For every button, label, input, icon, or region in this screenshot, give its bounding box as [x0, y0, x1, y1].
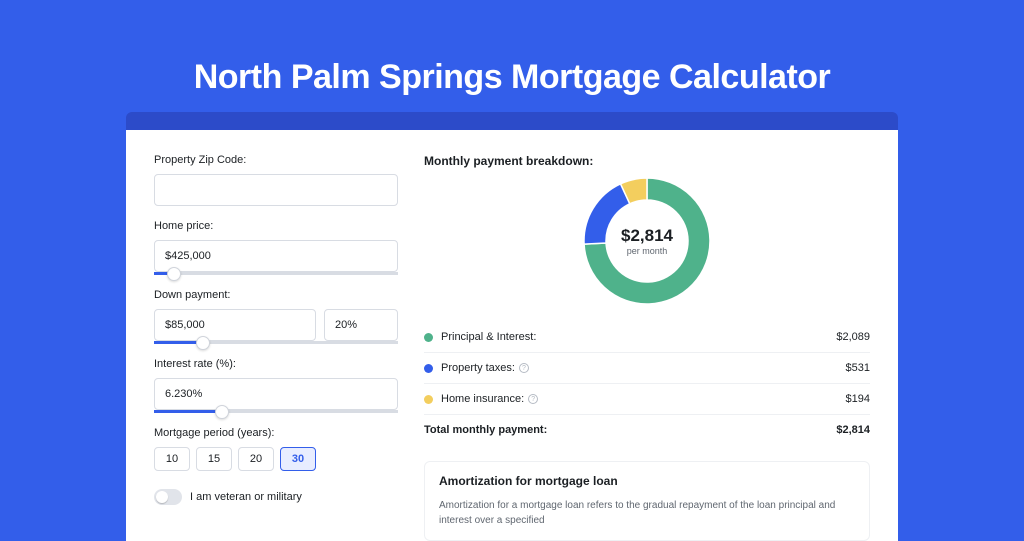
veteran-toggle-row: I am veteran or military: [154, 489, 398, 505]
mortgage-period-field: Mortgage period (years): 10152030: [154, 427, 398, 471]
donut-sub: per month: [627, 246, 668, 256]
home-price-slider-thumb[interactable]: [167, 267, 181, 281]
home-price-slider[interactable]: [154, 272, 398, 275]
down-payment-pct-input[interactable]: [324, 309, 398, 341]
legend-label: Property taxes:?: [441, 362, 846, 374]
home-price-field: Home price:: [154, 220, 398, 275]
legend-value: $531: [846, 362, 870, 374]
legend-dot: [424, 395, 433, 404]
mortgage-period-option-20[interactable]: 20: [238, 447, 274, 471]
donut-chart-wrap: $2,814 per month: [424, 178, 870, 304]
amortization-card: Amortization for mortgage loan Amortizat…: [424, 461, 870, 541]
interest-rate-label: Interest rate (%):: [154, 358, 398, 370]
legend-label: Principal & Interest:: [441, 331, 836, 343]
donut-chart: $2,814 per month: [584, 178, 710, 304]
legend-label: Home insurance:?: [441, 393, 846, 405]
amortization-title: Amortization for mortgage loan: [439, 474, 855, 488]
legend-value: $194: [846, 393, 870, 405]
interest-rate-input[interactable]: [154, 378, 398, 410]
down-payment-slider[interactable]: [154, 341, 398, 344]
interest-rate-field: Interest rate (%):: [154, 358, 398, 413]
interest-rate-slider-thumb[interactable]: [215, 405, 229, 419]
zip-field: Property Zip Code:: [154, 154, 398, 206]
mortgage-period-option-15[interactable]: 15: [196, 447, 232, 471]
amortization-body: Amortization for a mortgage loan refers …: [439, 498, 855, 528]
home-price-label: Home price:: [154, 220, 398, 232]
info-icon[interactable]: ?: [519, 363, 529, 373]
legend-dot: [424, 333, 433, 342]
mortgage-period-option-10[interactable]: 10: [154, 447, 190, 471]
legend-row: Property taxes:?$531: [424, 353, 870, 384]
calculator-card-outer: Property Zip Code: Home price: Down paym…: [126, 112, 898, 541]
donut-amount: $2,814: [621, 226, 673, 246]
home-price-input[interactable]: [154, 240, 398, 272]
veteran-toggle[interactable]: [154, 489, 182, 505]
down-payment-label: Down payment:: [154, 289, 398, 301]
interest-rate-slider-fill: [154, 410, 222, 413]
legend-total-row: Total monthly payment:$2,814: [424, 415, 870, 445]
veteran-toggle-knob: [156, 491, 168, 503]
legend-row: Principal & Interest:$2,089: [424, 322, 870, 353]
zip-input[interactable]: [154, 174, 398, 206]
veteran-toggle-label: I am veteran or military: [190, 491, 302, 503]
zip-label: Property Zip Code:: [154, 154, 398, 166]
form-column: Property Zip Code: Home price: Down paym…: [154, 154, 398, 541]
legend-value: $2,089: [836, 331, 870, 343]
down-payment-amount-input[interactable]: [154, 309, 316, 341]
down-payment-field: Down payment:: [154, 289, 398, 344]
donut-center: $2,814 per month: [584, 178, 710, 304]
info-icon[interactable]: ?: [528, 394, 538, 404]
down-payment-slider-thumb[interactable]: [196, 336, 210, 350]
breakdown-column: Monthly payment breakdown: $2,814 per mo…: [424, 154, 870, 541]
legend-total-value: $2,814: [836, 424, 870, 436]
legend-dot: [424, 364, 433, 373]
mortgage-period-options: 10152030: [154, 447, 398, 471]
legend-total-label: Total monthly payment:: [424, 424, 836, 436]
breakdown-title: Monthly payment breakdown:: [424, 154, 870, 168]
mortgage-period-option-30[interactable]: 30: [280, 447, 316, 471]
mortgage-period-label: Mortgage period (years):: [154, 427, 398, 439]
page-title: North Palm Springs Mortgage Calculator: [0, 0, 1024, 97]
legend-row: Home insurance:?$194: [424, 384, 870, 415]
calculator-card: Property Zip Code: Home price: Down paym…: [126, 130, 898, 541]
interest-rate-slider[interactable]: [154, 410, 398, 413]
breakdown-legend: Principal & Interest:$2,089Property taxe…: [424, 322, 870, 445]
